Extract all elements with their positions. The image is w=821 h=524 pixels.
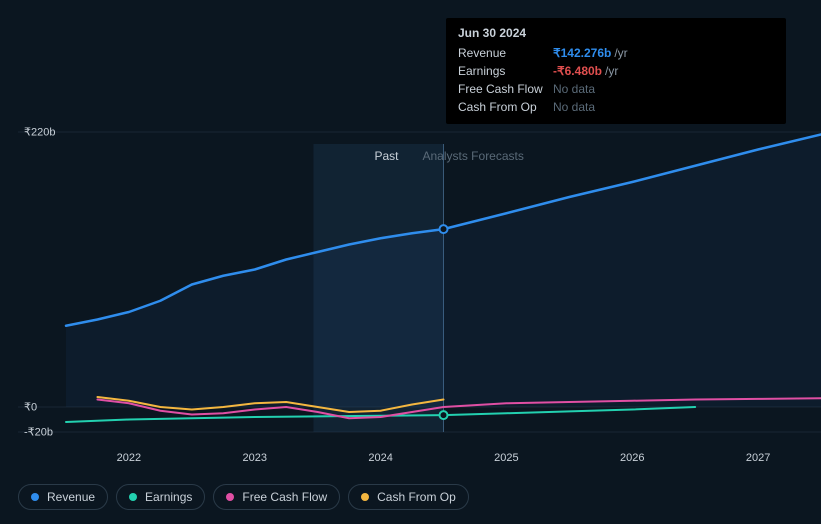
legend-swatch-icon [129, 493, 137, 501]
divider-forecast-label: Analysts Forecasts [423, 149, 524, 163]
legend-item-label: Revenue [47, 490, 95, 504]
tooltip-row-nodata: No data [553, 82, 595, 96]
tooltip-row-value: ₹142.276b [553, 46, 611, 60]
tooltip-row-nodata: No data [553, 100, 595, 114]
x-axis-label: 2022 [117, 452, 141, 464]
x-axis-label: 2025 [494, 452, 518, 464]
legend-item-revenue[interactable]: Revenue [18, 484, 108, 510]
x-axis-label: 2027 [746, 452, 770, 464]
x-axis-label: 2026 [620, 452, 644, 464]
legend-swatch-icon [226, 493, 234, 501]
legend-item-cfo[interactable]: Cash From Op [348, 484, 469, 510]
legend-item-label: Cash From Op [377, 490, 456, 504]
tooltip-row: Cash From OpNo data [458, 98, 774, 116]
tooltip-row-label: Earnings [458, 64, 553, 78]
chart-tooltip: Jun 30 2024 Revenue₹142.276b/yrEarnings-… [446, 18, 786, 124]
legend-swatch-icon [31, 493, 39, 501]
legend-item-earnings[interactable]: Earnings [116, 484, 205, 510]
tooltip-row: Free Cash FlowNo data [458, 80, 774, 98]
tooltip-row-label: Revenue [458, 46, 553, 60]
legend-item-label: Free Cash Flow [242, 490, 327, 504]
legend-item-label: Earnings [145, 490, 192, 504]
legend-swatch-icon [361, 493, 369, 501]
x-axis-label: 2024 [368, 452, 392, 464]
tooltip-row: Revenue₹142.276b/yr [458, 44, 774, 62]
x-axis-label: 2023 [243, 452, 267, 464]
legend-item-fcf[interactable]: Free Cash Flow [213, 484, 340, 510]
y-axis-label: ₹220b [24, 126, 55, 139]
tooltip-row-unit: /yr [614, 46, 627, 60]
tooltip-row: Earnings-₹6.480b/yr [458, 62, 774, 80]
tooltip-date: Jun 30 2024 [458, 26, 774, 40]
y-axis-label: ₹0 [24, 401, 37, 414]
tooltip-row-label: Cash From Op [458, 100, 553, 114]
tooltip-row-label: Free Cash Flow [458, 82, 553, 96]
tooltip-row-unit: /yr [605, 64, 618, 78]
tooltip-row-value: -₹6.480b [553, 64, 602, 78]
divider-past-label: Past [374, 149, 398, 163]
chart-legend: Revenue Earnings Free Cash Flow Cash From O… [18, 484, 469, 510]
y-axis-label: -₹20b [24, 426, 53, 439]
